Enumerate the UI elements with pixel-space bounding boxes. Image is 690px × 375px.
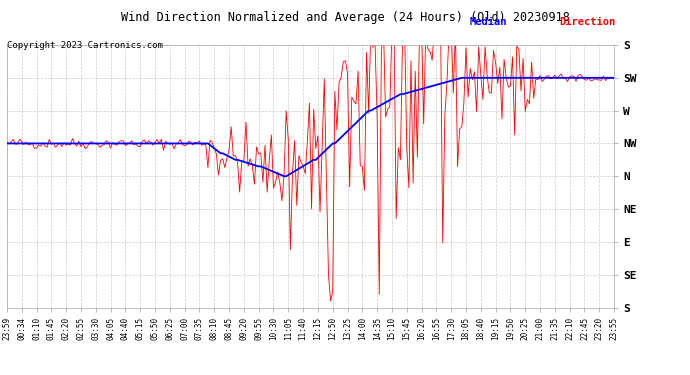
Text: Copyright 2023 Cartronics.com: Copyright 2023 Cartronics.com (7, 41, 163, 50)
Text: Median: Median (469, 17, 506, 27)
Text: Direction: Direction (559, 17, 615, 27)
Text: Wind Direction Normalized and Average (24 Hours) (Old) 20230918: Wind Direction Normalized and Average (2… (121, 11, 569, 24)
